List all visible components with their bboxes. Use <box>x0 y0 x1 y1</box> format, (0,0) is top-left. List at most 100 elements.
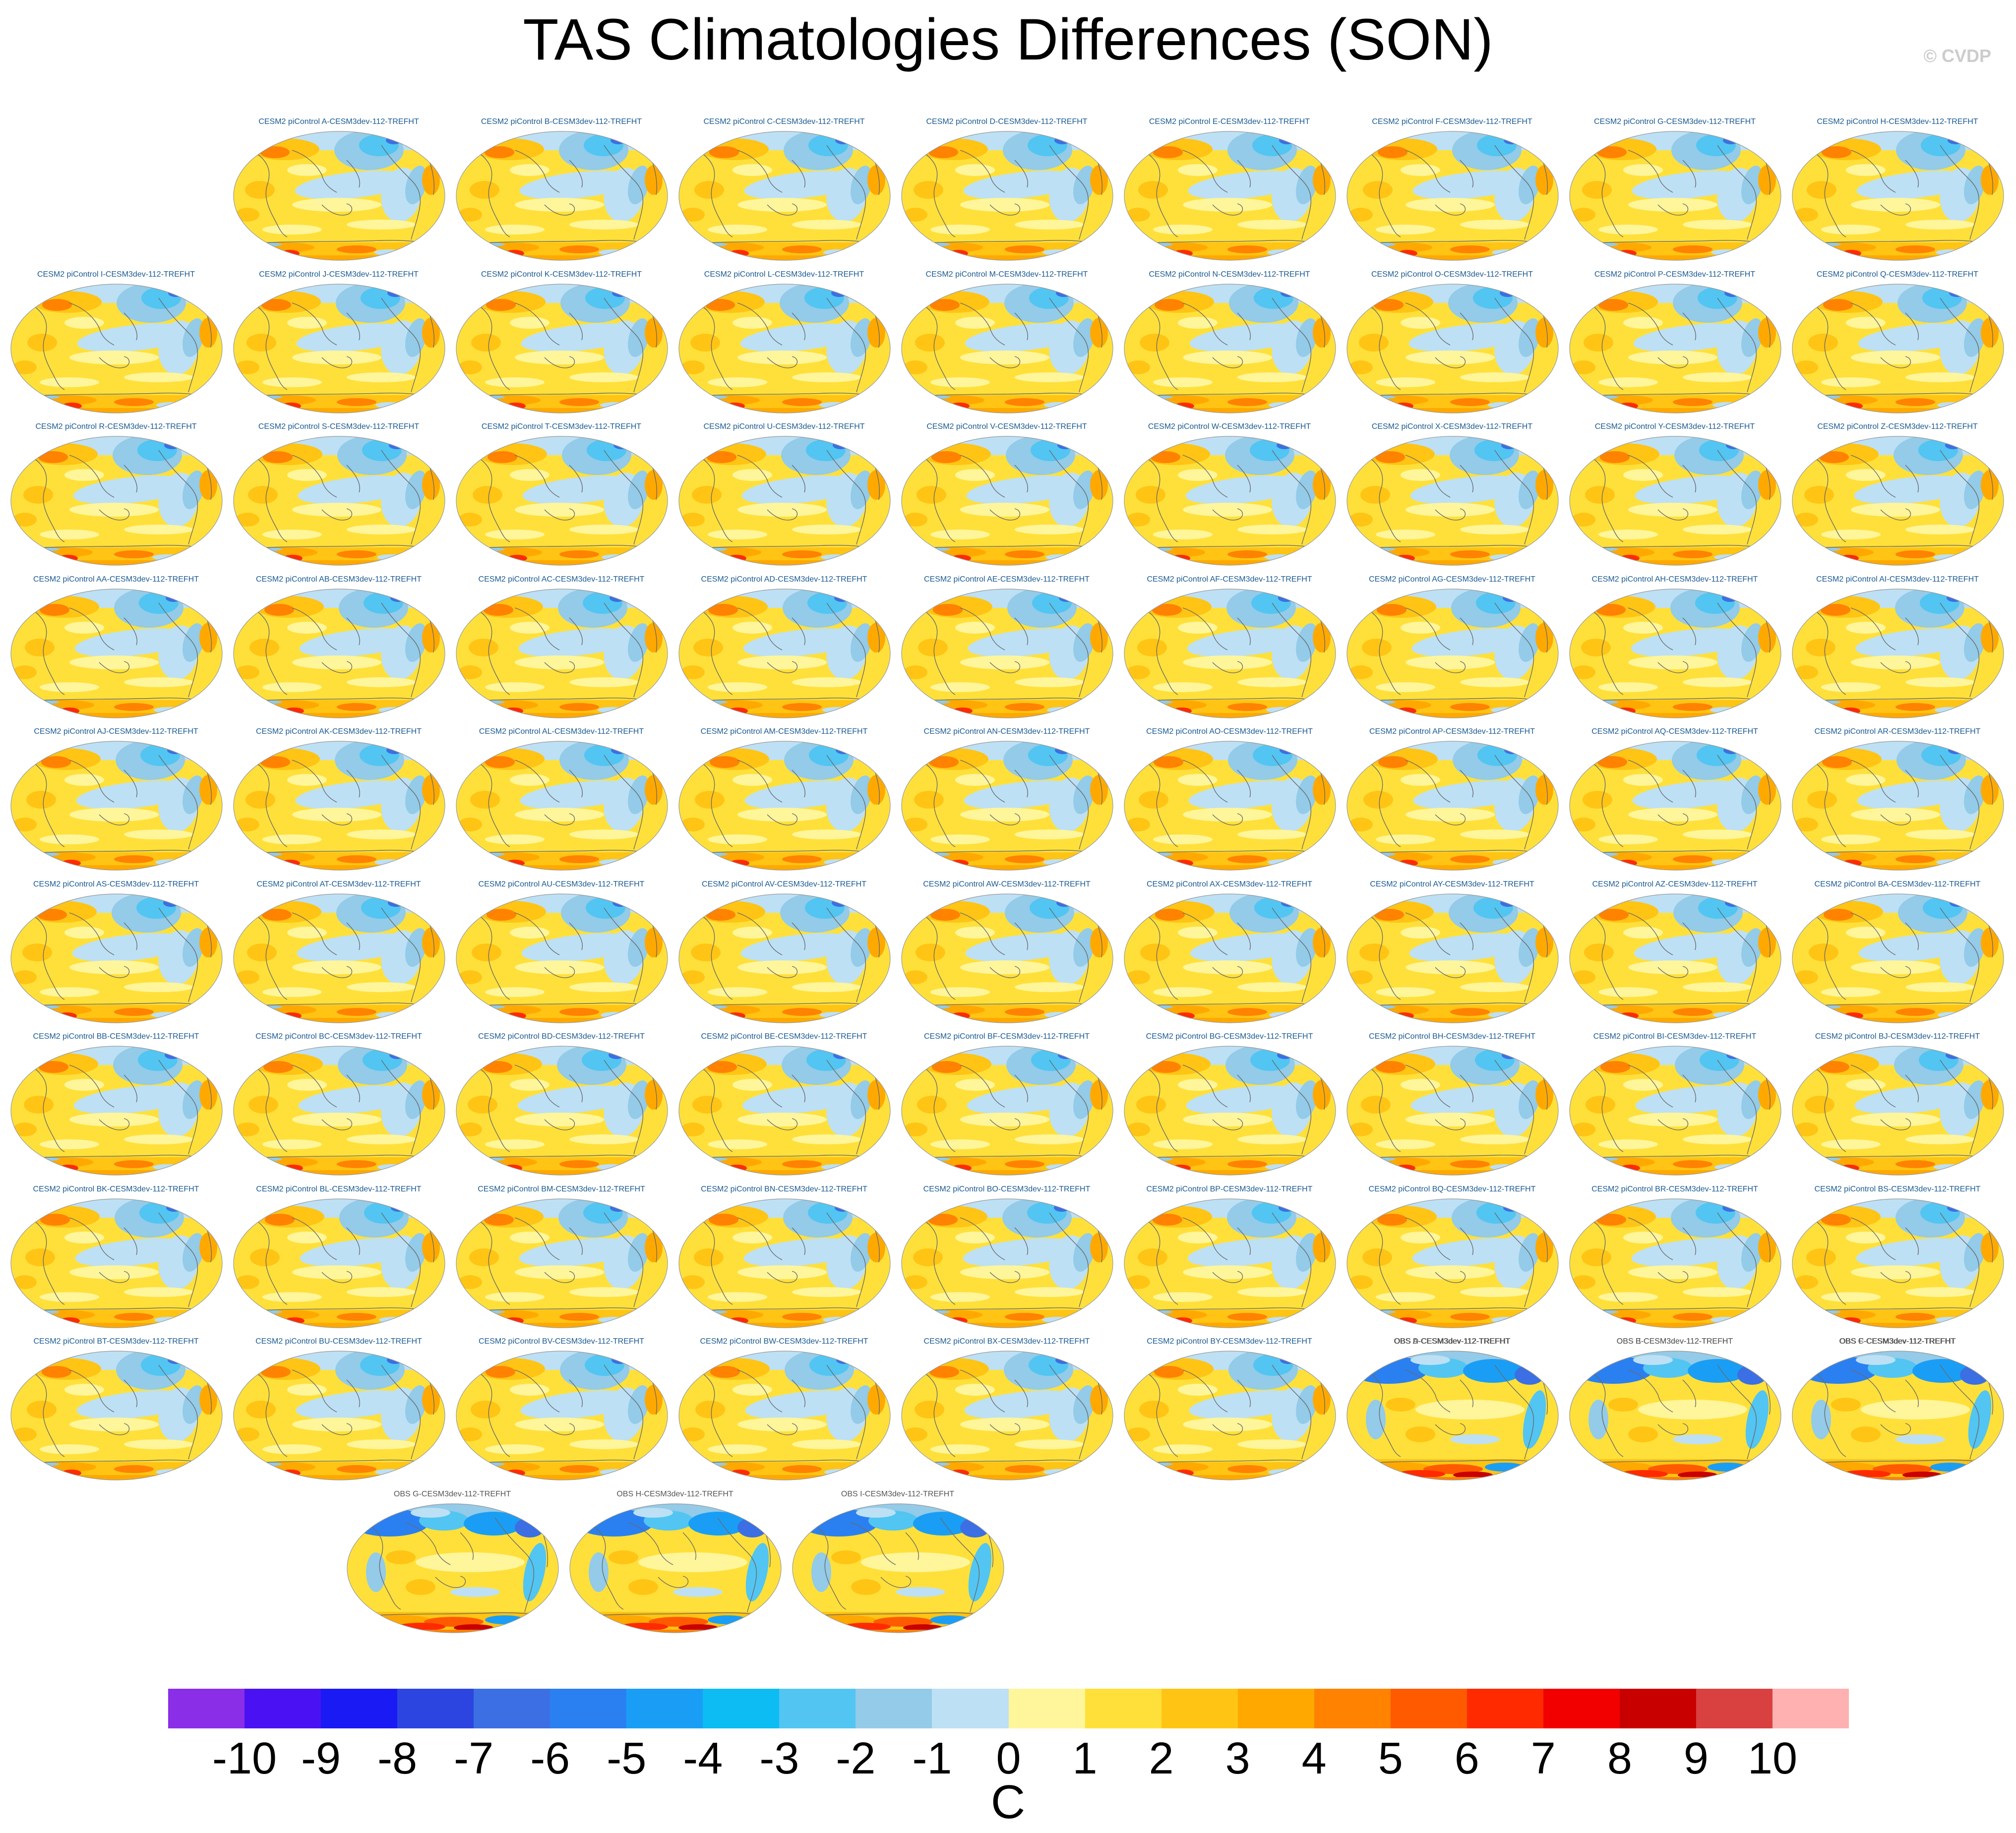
model-map-panel: CESM2 piControl AW-CESM3dev-112-TREFHT <box>896 880 1118 1029</box>
map-plot <box>1124 1351 1336 1480</box>
model-map-panel: CESM2 piControl BV-CESM3dev-112-TREFHT <box>450 1337 672 1486</box>
colorbar-tick-label: -10 <box>212 1734 277 1783</box>
map-plot <box>456 436 668 566</box>
map-plot <box>678 1198 891 1328</box>
model-map-panel: CESM2 piControl AH-CESM3dev-112-TREFHT <box>1564 575 1786 724</box>
panel-title: CESM2 piControl BU-CESM3dev-112-TREFHT <box>255 1337 422 1346</box>
panel-title: CESM2 piControl BC-CESM3dev-112-TREFHT <box>255 1032 422 1041</box>
model-map-panel: CESM2 piControl BU-CESM3dev-112-TREFHT <box>228 1337 450 1486</box>
map-plot <box>901 1198 1113 1328</box>
panel-title: CESM2 piControl A-CESM3dev-112-TREFHT <box>258 118 419 126</box>
colorbar-box <box>1543 1689 1620 1728</box>
colorbar-box <box>244 1689 321 1728</box>
panel-title: CESM2 piControl BG-CESM3dev-112-TREFHT <box>1146 1032 1313 1041</box>
panel-title: OBS G-CESM3dev-112-TREFHT <box>393 1489 511 1498</box>
panel-title: CESM2 piControl AU-CESM3dev-112-TREFHT <box>478 880 645 888</box>
colorbar-tick-label: 1 <box>1072 1734 1098 1783</box>
model-map-panel: CESM2 piControl Q-CESM3dev-112-TREFHT <box>1786 270 2009 419</box>
panel-title: CESM2 piControl P-CESM3dev-112-TREFHT <box>1594 270 1756 279</box>
model-map-panel: CESM2 piControl R-CESM3dev-112-TREFHT <box>5 422 227 571</box>
model-map-panel: CESM2 piControl AG-CESM3dev-112-TREFHT <box>1341 575 1563 724</box>
colorbar-tick-label: -2 <box>836 1734 876 1783</box>
panel-title: CESM2 piControl AS-CESM3dev-112-TREFHT <box>33 880 199 888</box>
model-map-panel: CESM2 piControl AV-CESM3dev-112-TREFHT <box>673 880 895 1029</box>
colorbar-tick-label: 6 <box>1454 1734 1479 1783</box>
colorbar-box <box>703 1689 780 1728</box>
map-plot <box>678 1046 891 1176</box>
model-map-panel: CESM2 piControl K-CESM3dev-112-TREFHT <box>450 270 672 419</box>
colorbar-box <box>779 1689 856 1728</box>
panel-title: CESM2 piControl BF-CESM3dev-112-TREFHT <box>923 1032 1090 1041</box>
map-plot <box>569 1503 782 1633</box>
panel-title: OBS E-CESM3dev-112-TREFHT <box>1616 1337 1733 1346</box>
map-plot <box>901 1351 1113 1480</box>
map-plot <box>10 588 223 718</box>
colorbar-tick-label: 8 <box>1607 1734 1632 1783</box>
colorbar-box <box>1466 1689 1544 1728</box>
map-plot <box>1124 1198 1336 1328</box>
model-map-panel: CESM2 piControl AA-CESM3dev-112-TREFHT <box>5 575 227 724</box>
map-plot <box>1569 1351 1781 1480</box>
colorbar-box <box>1772 1689 1849 1728</box>
panel-title: CESM2 piControl AJ-CESM3dev-112-TREFHT <box>34 727 198 736</box>
map-plot <box>456 283 668 414</box>
model-map-panel: CESM2 piControl BK-CESM3dev-112-TREFHT <box>5 1185 227 1334</box>
panel-title: CESM2 piControl BX-CESM3dev-112-TREFHT <box>923 1337 1090 1346</box>
panel-title: CESM2 piControl BT-CESM3dev-112-TREFHT <box>33 1337 199 1346</box>
colorbar-units-label: C <box>990 1775 1026 1829</box>
colorbar-box <box>932 1689 1009 1728</box>
panel-title: OBS I-CESM3dev-112-TREFHT <box>841 1489 955 1498</box>
map-plot <box>901 436 1113 566</box>
colorbar-box <box>1619 1689 1697 1728</box>
model-map-panel: CESM2 piControl AL-CESM3dev-112-TREFHT <box>450 727 672 876</box>
map-plot <box>456 1351 668 1480</box>
panel-title: OBS A-CESM3dev-112-TREFHT <box>1394 1337 1510 1346</box>
model-map-panel: CESM2 piControl BE-CESM3dev-112-TREFHT <box>673 1032 895 1181</box>
panel-title: CESM2 piControl BB-CESM3dev-112-TREFHT <box>33 1032 199 1041</box>
model-map-panel: CESM2 piControl N-CESM3dev-112-TREFHT <box>1118 270 1341 419</box>
panel-title: CESM2 piControl AB-CESM3dev-112-TREFHT <box>255 575 422 584</box>
colorbar-box <box>855 1689 932 1728</box>
cvdp-watermark: © CVDP <box>1923 46 1991 66</box>
panel-title: CESM2 piControl BD-CESM3dev-112-TREFHT <box>478 1032 645 1041</box>
map-plot <box>1124 436 1336 566</box>
panel-title: CESM2 piControl AZ-CESM3dev-112-TREFHT <box>1592 880 1758 888</box>
model-map-panel: CESM2 piControl U-CESM3dev-112-TREFHT <box>673 422 895 571</box>
panel-title: CESM2 piControl BI-CESM3dev-112-TREFHT <box>1593 1032 1757 1041</box>
panel-title: CESM2 piControl BP-CESM3dev-112-TREFHT <box>1146 1184 1313 1193</box>
panel-title: CESM2 piControl L-CESM3dev-112-TREFHT <box>704 270 864 279</box>
model-map-panel: CESM2 piControl BX-CESM3dev-112-TREFHT <box>896 1337 1118 1486</box>
map-plot <box>1346 893 1559 1023</box>
map-plot <box>1124 588 1336 718</box>
map-plot <box>1792 283 2004 414</box>
map-plot <box>1346 1046 1559 1176</box>
map-plot <box>233 436 445 566</box>
panel-title: CESM2 piControl N-CESM3dev-112-TREFHT <box>1149 270 1310 279</box>
panel-title: CESM2 piControl M-CESM3dev-112-TREFHT <box>925 270 1088 279</box>
colorbar-tick-label: 9 <box>1683 1734 1709 1783</box>
colorbar-tick-label: -1 <box>912 1734 952 1783</box>
model-map-panel: CESM2 piControl BM-CESM3dev-112-TREFHT <box>450 1185 672 1334</box>
map-plot <box>1346 588 1559 718</box>
map-plot <box>10 893 223 1023</box>
panel-title: CESM2 piControl BW-CESM3dev-112-TREFHT <box>700 1337 868 1346</box>
panel-title: CESM2 piControl AC-CESM3dev-112-TREFHT <box>478 575 645 584</box>
panel-title: CESM2 piControl I-CESM3dev-112-TREFHT <box>37 270 195 279</box>
figure-title: TAS Climatologies Differences (SON) <box>523 7 1493 72</box>
model-map-panel: CESM2 piControl BG-CESM3dev-112-TREFHT <box>1118 1032 1341 1181</box>
panel-title: CESM2 piControl C-CESM3dev-112-TREFHT <box>703 118 865 126</box>
panel-title: CESM2 piControl J-CESM3dev-112-TREFHT <box>259 270 419 279</box>
model-map-panel: CESM2 piControl AM-CESM3dev-112-TREFHT <box>673 727 895 876</box>
panel-title: OBS F-CESM3dev-112-TREFHT <box>1839 1337 1955 1346</box>
panel-title: CESM2 piControl BE-CESM3dev-112-TREFHT <box>701 1032 867 1041</box>
colorbar-box <box>1161 1689 1238 1728</box>
panel-title: CESM2 piControl R-CESM3dev-112-TREFHT <box>35 422 197 431</box>
map-plot <box>1124 283 1336 414</box>
model-map-panel: CESM2 piControl BH-CESM3dev-112-TREFHT <box>1341 1032 1563 1181</box>
model-map-panel: CESM2 piControl BQ-CESM3dev-112-TREFHT <box>1341 1185 1563 1334</box>
colorbar-box <box>1085 1689 1162 1728</box>
panel-title: CESM2 piControl AI-CESM3dev-112-TREFHT <box>1816 575 1979 584</box>
model-map-panel: CESM2 piControl O-CESM3dev-112-TREFHT <box>1341 270 1563 419</box>
panel-title: CESM2 piControl AR-CESM3dev-112-TREFHT <box>1814 727 1981 736</box>
panel-title: OBS C-CESM3dev-112-TREFHT <box>1839 1337 1956 1346</box>
